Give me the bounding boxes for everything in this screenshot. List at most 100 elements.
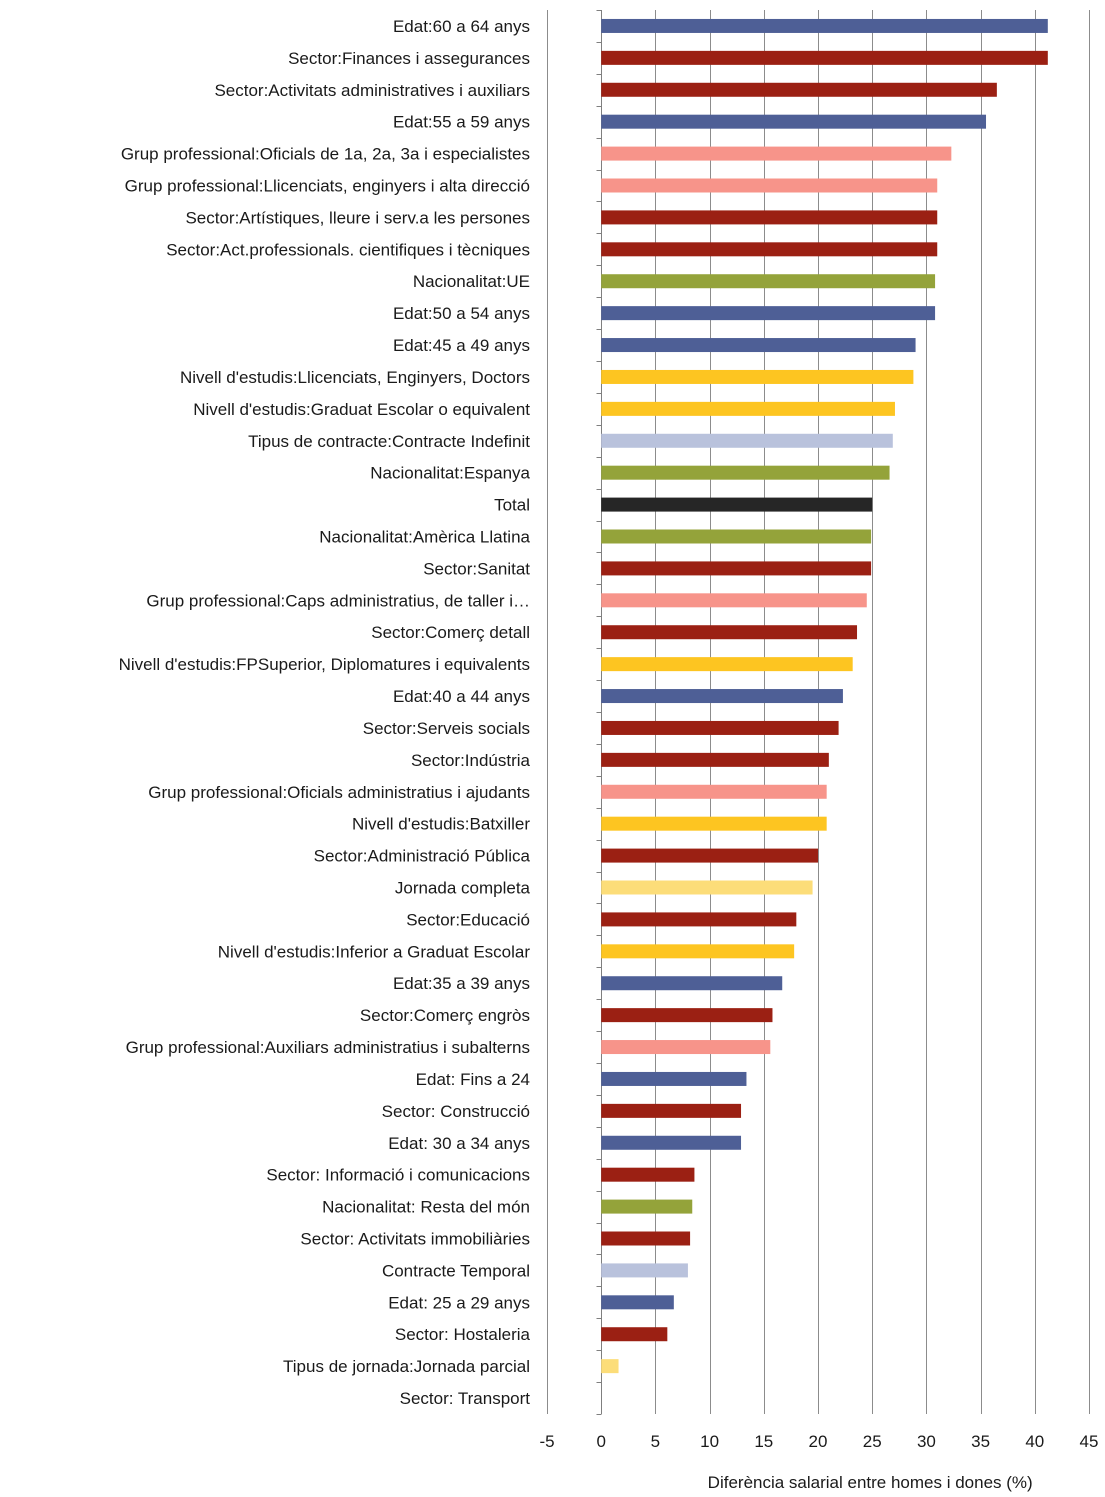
category-label: Sector:Educació [406, 910, 530, 929]
category-label: Edat: Fins a 24 [416, 1070, 530, 1089]
bar [601, 114, 987, 129]
bar [601, 625, 858, 640]
category-label: Sector: Activitats immobiliàries [300, 1230, 530, 1249]
bar [601, 1071, 747, 1086]
x-axis-title: Diferència salarial entre homes i dones … [708, 1473, 1033, 1492]
category-label: Edat:45 a 49 anys [393, 336, 530, 355]
category-label: Sector:Comerç detall [371, 623, 530, 642]
category-label: Nivell d'estudis:Batxiller [352, 815, 530, 834]
category-label: Sector:Artístiques, lleure i serv.a les … [185, 208, 530, 227]
bar [601, 146, 952, 161]
x-tick-label: 30 [917, 1432, 936, 1451]
category-labels: Edat:60 a 64 anys Sector:Finances i asseg… [119, 17, 531, 1408]
bar [601, 1135, 742, 1150]
category-label: Grup professional:Llicenciats, enginyers… [125, 177, 530, 196]
category-label: Grup professional:Oficials administratiu… [148, 783, 530, 802]
bar [601, 178, 938, 193]
x-tick-label: 35 [971, 1432, 990, 1451]
bar [601, 593, 867, 608]
category-label: Edat: 30 a 34 anys [388, 1134, 530, 1153]
bar [601, 944, 795, 959]
bar [601, 274, 936, 289]
bar [601, 848, 818, 863]
category-label: Jornada completa [395, 879, 531, 898]
category-label: Edat:35 a 39 anys [393, 974, 530, 993]
category-label: Nacionalitat: Resta del món [322, 1198, 530, 1217]
category-label: Sector:Indústria [411, 751, 531, 770]
bar [601, 657, 853, 672]
category-label: Sector: Hostaleria [395, 1325, 531, 1344]
bar [601, 306, 936, 321]
bar [601, 1040, 771, 1055]
bar [601, 210, 938, 225]
bar [601, 1199, 693, 1214]
category-label: Sector:Act.professionals. cientifiques i… [166, 240, 530, 259]
bar [601, 50, 1048, 65]
x-tick-label: 40 [1025, 1432, 1044, 1451]
bar [601, 1103, 742, 1118]
bar [601, 1359, 619, 1374]
category-label: Sector: Transport [400, 1389, 531, 1408]
category-label: Sector:Serveis socials [363, 719, 530, 738]
bar [601, 1327, 668, 1342]
bar [601, 1295, 674, 1310]
category-label: Edat:40 a 44 anys [393, 687, 530, 706]
bars [601, 18, 1048, 1374]
category-label: Sector: Construcció [382, 1102, 530, 1121]
category-label: Nivell d'estudis:FPSuperior, Diplomature… [119, 655, 530, 674]
bar [601, 976, 783, 991]
category-label: Nivell d'estudis:Graduat Escolar o equiv… [193, 400, 530, 419]
bar [601, 465, 890, 480]
bar [601, 784, 827, 799]
bar [601, 338, 916, 353]
category-label: Edat:55 a 59 anys [393, 113, 530, 132]
category-label: Contracte Temporal [382, 1261, 530, 1280]
bar [601, 401, 895, 416]
category-label: Sector:Activitats administratives i auxi… [214, 81, 530, 100]
bar [601, 82, 997, 97]
bar [601, 1263, 688, 1278]
bar [601, 242, 938, 257]
category-label: Grup professional:Oficials de 1a, 2a, 3a… [121, 145, 530, 164]
category-label: Sector:Finances i assegurances [288, 49, 530, 68]
category-label: Grup professional:Auxiliars administrati… [126, 1038, 530, 1057]
category-label: Nivell d'estudis:Inferior a Graduat Esco… [218, 942, 531, 961]
bar [601, 1008, 773, 1023]
category-label: Nivell d'estudis:Llicenciats, Enginyers,… [180, 368, 530, 387]
category-label: Edat:50 a 54 anys [393, 304, 530, 323]
bar [601, 689, 843, 704]
bar [601, 18, 1048, 33]
bar [601, 433, 893, 448]
category-label: Sector:Sanitat [423, 559, 530, 578]
bar [601, 912, 797, 927]
category-label: Nacionalitat:Espanya [370, 464, 530, 483]
category-label: Sector: Informació i comunicacions [266, 1166, 530, 1185]
x-tick-label: 0 [596, 1432, 605, 1451]
x-axis: -5 0 5 10 15 20 25 30 35 40 45 [539, 1432, 1098, 1451]
bar [601, 816, 827, 831]
category-label: Sector:Comerç engròs [360, 1006, 530, 1025]
bar [601, 369, 914, 384]
bar [601, 1231, 691, 1246]
category-label: Edat: 25 a 29 anys [388, 1293, 530, 1312]
bar [601, 720, 839, 735]
x-tick-label: -5 [539, 1432, 554, 1451]
x-tick-label: 15 [754, 1432, 773, 1451]
bar [601, 529, 872, 544]
bar [601, 561, 872, 576]
category-label: Grup professional:Caps administratius, d… [146, 591, 530, 610]
bar [601, 752, 829, 767]
category-label: Total [494, 496, 530, 515]
category-label: Nacionalitat:Amèrica Llatina [319, 528, 530, 547]
bar [601, 497, 873, 512]
x-tick-label: 10 [700, 1432, 719, 1451]
bar [601, 1167, 695, 1182]
x-tick-label: 45 [1080, 1432, 1099, 1451]
bar [601, 880, 813, 895]
x-tick-label: 25 [863, 1432, 882, 1451]
category-label: Edat:60 a 64 anys [393, 17, 530, 36]
x-tick-label: 20 [809, 1432, 828, 1451]
category-label: Tipus de jornada:Jornada parcial [283, 1357, 530, 1376]
category-label: Nacionalitat:UE [413, 272, 530, 291]
